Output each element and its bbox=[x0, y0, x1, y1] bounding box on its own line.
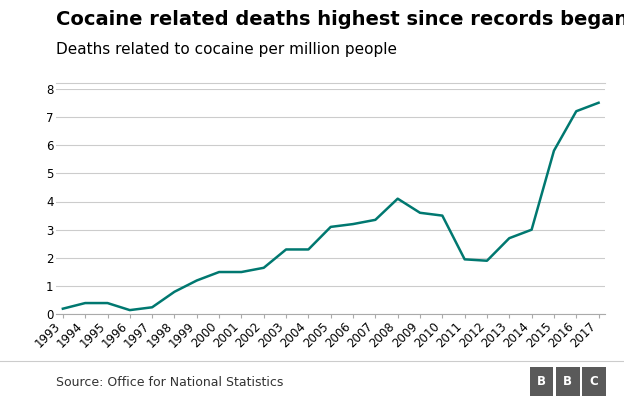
Text: Cocaine related deaths highest since records began: Cocaine related deaths highest since rec… bbox=[56, 10, 624, 29]
Text: C: C bbox=[590, 375, 598, 388]
Text: Deaths related to cocaine per million people: Deaths related to cocaine per million pe… bbox=[56, 42, 397, 57]
Text: Source: Office for National Statistics: Source: Office for National Statistics bbox=[56, 376, 283, 388]
Text: B: B bbox=[537, 375, 546, 388]
Text: B: B bbox=[563, 375, 572, 388]
